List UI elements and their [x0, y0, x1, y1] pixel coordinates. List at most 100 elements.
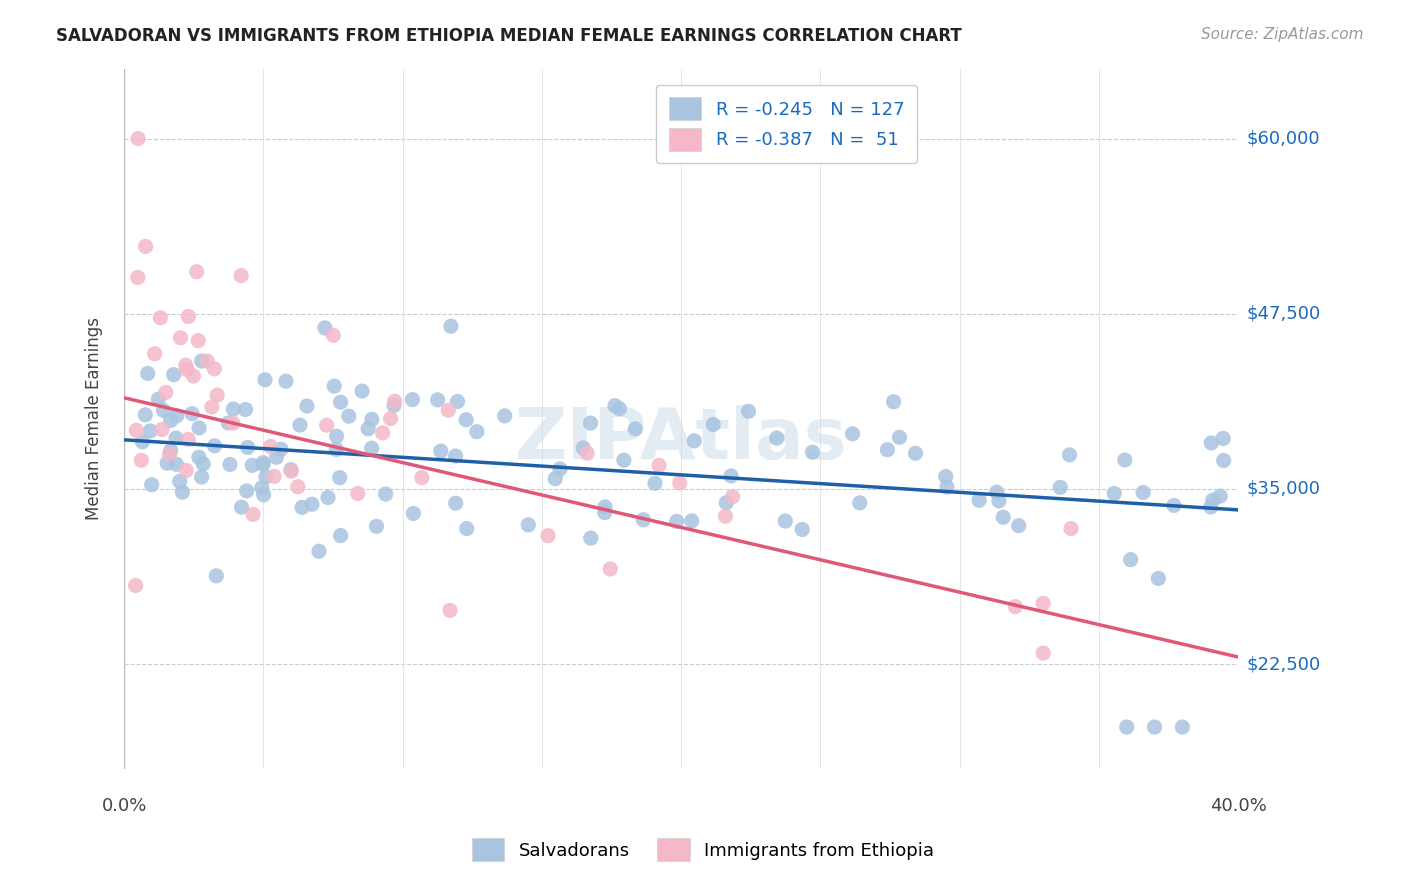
Point [169, 475, 191, 489]
Point [266, 450, 288, 465]
Point [322, 328, 344, 343]
Point [1132, 485, 1154, 500]
Point [222, 402, 245, 417]
Point [270, 442, 292, 457]
Point [231, 500, 253, 515]
Point [186, 265, 208, 279]
Point [402, 507, 425, 521]
Point [603, 399, 626, 413]
Point [374, 487, 396, 501]
Point [1201, 436, 1223, 450]
Point [205, 569, 228, 583]
Point [308, 544, 330, 558]
Point [254, 470, 277, 484]
Point [360, 442, 382, 456]
Point [1060, 522, 1083, 536]
Point [204, 361, 226, 376]
Point [986, 485, 1008, 500]
Point [579, 416, 602, 430]
Y-axis label: Median Female Earnings: Median Female Earnings [86, 318, 103, 520]
Point [183, 369, 205, 384]
Point [360, 412, 382, 426]
Point [494, 409, 516, 423]
Point [274, 374, 297, 388]
Point [1202, 493, 1225, 508]
Point [347, 486, 370, 500]
Text: $35,000: $35,000 [1247, 480, 1320, 498]
Point [288, 418, 311, 433]
Point [544, 472, 567, 486]
Text: $22,500: $22,500 [1247, 655, 1320, 673]
Point [889, 430, 911, 444]
Point [166, 409, 188, 423]
Point [250, 481, 273, 495]
Point [152, 403, 174, 417]
Point [188, 421, 211, 435]
Point [548, 462, 571, 476]
Point [1143, 720, 1166, 734]
Point [624, 422, 647, 436]
Point [315, 418, 337, 433]
Legend: Salvadorans, Immigrants from Ethiopia: Salvadorans, Immigrants from Ethiopia [460, 826, 946, 874]
Point [967, 493, 990, 508]
Point [430, 444, 453, 458]
Point [357, 422, 380, 436]
Point [177, 433, 200, 447]
Point [446, 394, 468, 409]
Point [1008, 518, 1031, 533]
Point [165, 458, 187, 472]
Point [576, 446, 599, 460]
Point [187, 450, 209, 465]
Point [1212, 453, 1234, 467]
Point [134, 408, 156, 422]
Point [702, 417, 724, 432]
Text: ZIPAtlas: ZIPAtlas [515, 405, 848, 475]
Point [169, 331, 191, 345]
Point [765, 431, 787, 445]
Point [124, 578, 146, 592]
Point [127, 270, 149, 285]
Point [775, 514, 797, 528]
Point [195, 354, 218, 368]
Point [207, 388, 229, 402]
Point [263, 469, 285, 483]
Point [801, 445, 824, 459]
Point [848, 496, 870, 510]
Point [143, 347, 166, 361]
Point [329, 528, 352, 542]
Point [280, 464, 302, 478]
Point [439, 603, 461, 617]
Point [648, 458, 671, 473]
Text: SALVADORAN VS IMMIGRANTS FROM ETHIOPIA MEDIAN FEMALE EARNINGS CORRELATION CHART: SALVADORAN VS IMMIGRANTS FROM ETHIOPIA M… [56, 27, 962, 45]
Point [1209, 489, 1232, 503]
Point [252, 456, 274, 470]
Point [135, 239, 157, 253]
Point [301, 497, 323, 511]
Point [714, 509, 737, 524]
Point [201, 400, 224, 414]
Point [125, 423, 148, 437]
Point [181, 407, 204, 421]
Point [426, 392, 449, 407]
Point [155, 385, 177, 400]
Point [1032, 646, 1054, 660]
Point [876, 442, 898, 457]
Point [337, 409, 360, 424]
Point [222, 416, 245, 430]
Point [325, 442, 347, 457]
Legend: R = -0.245   N = 127, R = -0.387   N =  51: R = -0.245 N = 127, R = -0.387 N = 51 [657, 85, 917, 163]
Point [287, 480, 309, 494]
Point [444, 496, 467, 510]
Point [191, 457, 214, 471]
Point [219, 458, 242, 472]
Point [720, 469, 742, 483]
Point [259, 439, 281, 453]
Point [204, 439, 226, 453]
Point [1119, 552, 1142, 566]
Point [159, 443, 181, 458]
Point [593, 500, 616, 514]
Point [456, 413, 478, 427]
Point [176, 362, 198, 376]
Point [609, 401, 631, 416]
Point [176, 463, 198, 477]
